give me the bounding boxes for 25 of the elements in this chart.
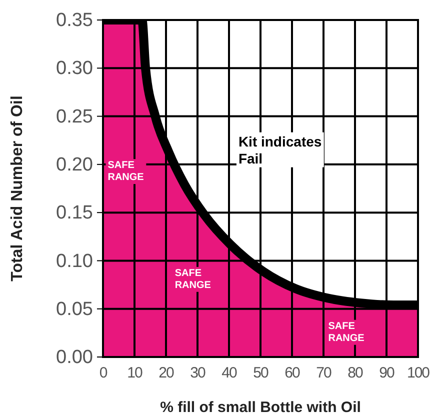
annotation: SAFE RANGE — [174, 268, 212, 291]
x-tick-label: 30 — [190, 364, 206, 382]
x-tick-label: 10 — [127, 364, 142, 382]
x-tick-label: 100 — [406, 364, 430, 382]
x-tick-label: 50 — [253, 364, 268, 382]
y-tick-label: 0.00 — [56, 347, 93, 368]
annotation: SAFE RANGE — [108, 160, 144, 184]
x-tick-label: 70 — [316, 364, 332, 382]
annotation: Kit indicates Fail — [238, 133, 322, 166]
x-axis-title: % fill of small Bottle with Oil — [160, 399, 361, 416]
x-tick-label: 80 — [348, 364, 363, 382]
x-tick-label: 90 — [379, 364, 394, 382]
y-tick-label: 0.35 — [56, 10, 93, 32]
y-tick-label: 0.05 — [56, 298, 93, 320]
y-tick-label: 0.25 — [56, 106, 93, 128]
annotation: SAFE RANGE — [328, 320, 365, 344]
y-tick-label: 0.30 — [56, 58, 93, 80]
x-tick-label: 60 — [284, 364, 300, 382]
y-tick-label: 0.10 — [56, 250, 93, 272]
x-tick-label: 20 — [158, 364, 174, 382]
x-tick-label: 40 — [222, 364, 237, 382]
y-tick-label: 0.15 — [56, 202, 93, 224]
y-tick-label: 0.20 — [56, 154, 93, 176]
x-tick-label: 0 — [99, 364, 108, 382]
y-axis-title: Total Acid Number of Oil — [9, 96, 26, 282]
